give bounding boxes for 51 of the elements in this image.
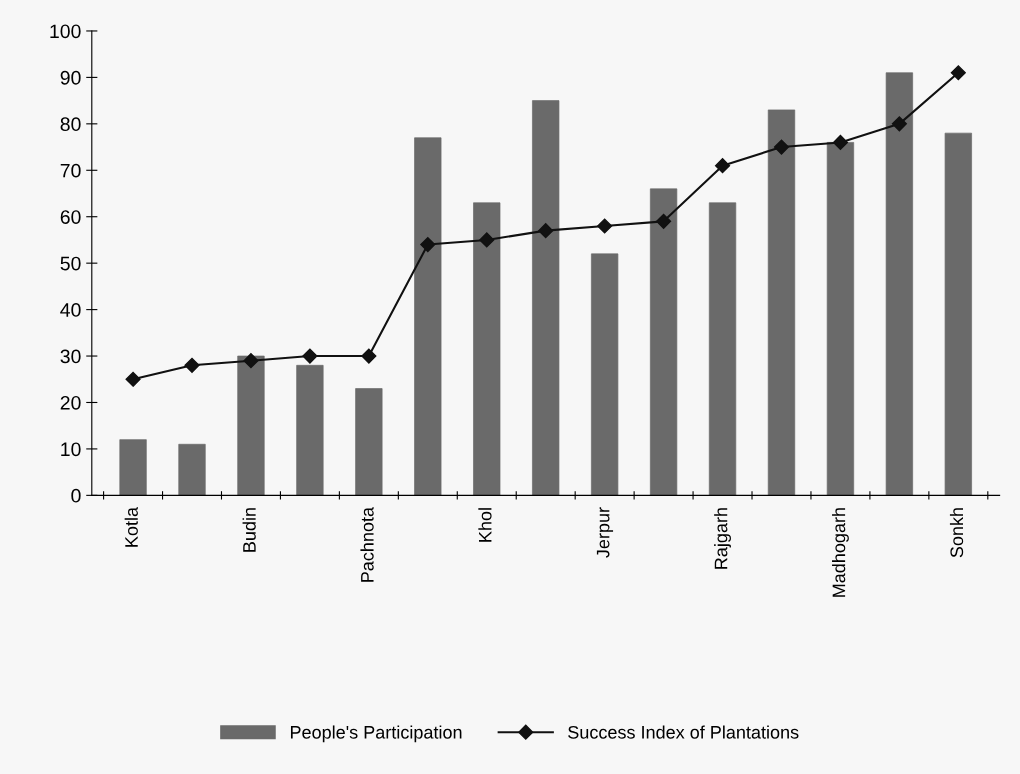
bar: [885, 72, 913, 496]
y-tick-label: 50: [60, 256, 81, 271]
y-tick-label: 30: [60, 349, 81, 364]
y-tick-label: 0: [71, 488, 81, 503]
point: [538, 223, 554, 239]
bar: [591, 253, 619, 496]
bar: [119, 439, 147, 496]
x-tick-label: Jerpur: [596, 507, 614, 558]
x-tick-label: Madhogarh: [832, 508, 849, 597]
point: [891, 116, 907, 132]
point: [361, 348, 377, 364]
bar: [296, 364, 324, 496]
y-tick-label: 10: [61, 442, 81, 457]
y-tick-label: 90: [60, 70, 81, 85]
bar: [178, 443, 206, 496]
point: [184, 357, 200, 373]
point: [832, 134, 849, 150]
bar: [649, 188, 678, 496]
point: [302, 348, 318, 364]
bar: [473, 202, 501, 496]
x-tick-label: Budin: [242, 508, 256, 552]
x-tick-label: Khol: [478, 508, 492, 542]
point: [773, 139, 790, 155]
bar: [414, 137, 442, 496]
bar: [708, 202, 737, 496]
x-tick-label: Pachnota: [360, 506, 374, 582]
bar: [826, 142, 855, 496]
bar: [237, 355, 265, 496]
y-tick-label: 80: [60, 117, 81, 132]
x-tick-label: Rajgarh: [714, 508, 731, 569]
legend-label: People's Participation: [290, 725, 462, 743]
point: [950, 65, 966, 81]
point: [597, 218, 613, 234]
y-tick-label: 20: [60, 395, 81, 410]
bar: [944, 132, 972, 496]
point: [656, 213, 672, 229]
y-tick-label: 70: [60, 163, 81, 178]
x-tick-label: Sonkh: [949, 508, 964, 558]
y-tick-label: 60: [60, 210, 81, 224]
y-tick-label: 40: [60, 303, 81, 317]
bar: [532, 100, 560, 496]
bar: [355, 388, 383, 496]
point: [714, 158, 731, 174]
x-tick-label: Kotla: [124, 506, 138, 547]
point: [420, 237, 436, 253]
legend-label: Success Index of Plantations: [568, 725, 799, 739]
y-tick-label: 100: [50, 24, 81, 39]
bar: [767, 109, 796, 496]
point: [125, 371, 141, 387]
point: [243, 353, 259, 369]
point: [479, 232, 495, 248]
